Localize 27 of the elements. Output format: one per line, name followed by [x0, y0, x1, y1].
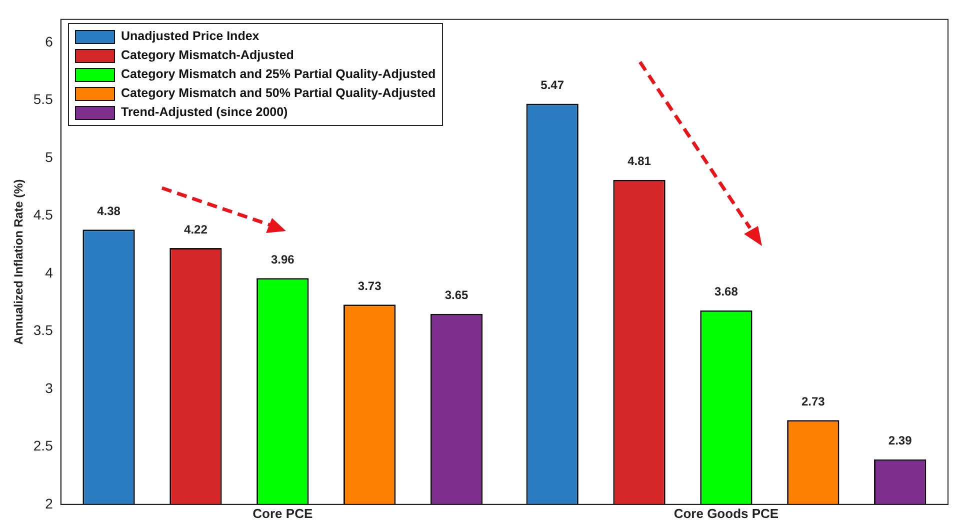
legend-label: Unadjusted Price Index — [121, 28, 260, 45]
y-tick-label: 4 — [45, 264, 54, 280]
data-label: 4.81 — [628, 154, 652, 168]
legend-label: Category Mismatch and 25% Partial Quality-Adjusted — [121, 66, 436, 83]
data-label: 3.65 — [444, 288, 469, 302]
y-axis-title: Annualized Inflation Rate (%) — [12, 179, 26, 345]
legend-label: Category Mismatch-Adjusted — [121, 47, 294, 64]
y-tick-label: 3 — [45, 380, 54, 396]
y-tick-label: 6 — [45, 33, 54, 50]
legend-label: Trend-Adjusted (since 2000) — [121, 104, 288, 121]
data-label: 4.22 — [184, 222, 208, 236]
legend-label: Category Mismatch and 50% Partial Quality-Adjusted — [121, 85, 436, 102]
x-tick-label: Core Goods PCE — [674, 506, 779, 521]
y-tick-label: 3.5 — [33, 322, 54, 338]
y-tick-label: 2.5 — [33, 438, 54, 454]
data-label: 2.73 — [801, 394, 826, 408]
y-tick-label: 2 — [45, 495, 54, 512]
y-tick-label: 5 — [45, 148, 54, 165]
data-label: 4.38 — [97, 204, 121, 218]
y-tick-label: 4.5 — [33, 206, 54, 223]
y-tick-label: 5.5 — [33, 91, 54, 108]
data-label: 5.47 — [540, 78, 564, 92]
x-tick-label: Core PCE — [252, 506, 313, 521]
data-label: 3.73 — [358, 278, 382, 293]
data-label: 3.96 — [270, 252, 295, 266]
data-label: 2.39 — [888, 434, 912, 448]
data-label: 3.68 — [714, 284, 738, 299]
